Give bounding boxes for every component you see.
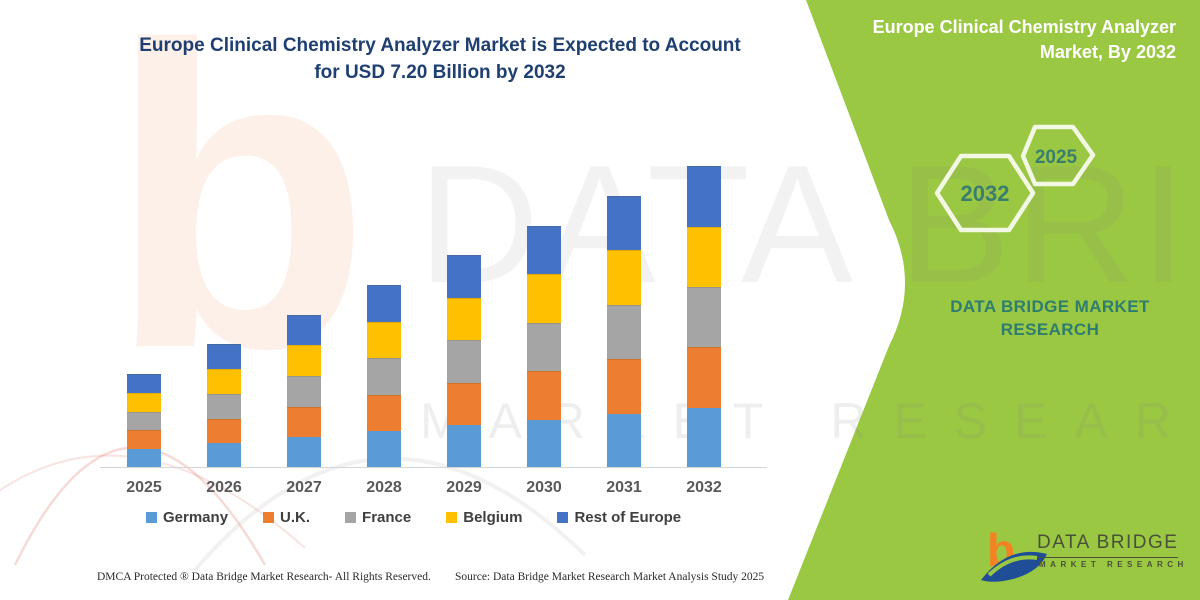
bar-segment-rest-of-europe (527, 225, 561, 275)
x-axis-label-2027: 2027 (286, 479, 322, 496)
bar-segment-rest-of-europe (287, 314, 321, 346)
bar-segment-germany (127, 449, 161, 467)
legend-swatch (263, 512, 275, 523)
bar-segment-germany (687, 407, 721, 467)
panel-brand-line1: DATA BRIDGE MARKET (950, 297, 1150, 316)
bar-segment-france (207, 393, 241, 419)
logo-sub-text: MARKET RESEARCH (1039, 560, 1188, 569)
bar-2030 (527, 225, 561, 467)
chart-legend: Germany U.K. France Belgium Rest of Europe (146, 509, 681, 526)
bar-segment-u-k- (607, 359, 641, 414)
hexagon-2025 (1020, 124, 1096, 187)
x-axis-label-2028: 2028 (366, 479, 402, 496)
legend-swatch (446, 512, 458, 523)
x-axis-label-2026: 2026 (206, 479, 242, 496)
bar-segment-belgium (287, 345, 321, 377)
bar-segment-germany (367, 431, 401, 467)
bar-segment-belgium (687, 226, 721, 288)
bar-segment-belgium (527, 274, 561, 323)
bar-segment-rest-of-europe (127, 374, 161, 393)
x-axis-label-2031: 2031 (606, 479, 642, 496)
legend-label: Germany (163, 509, 229, 526)
bar-segment-u-k- (127, 430, 161, 450)
bar-segment-france (447, 340, 481, 383)
footer-source-text: Source: Data Bridge Market Research Mark… (455, 571, 765, 583)
bar-segment-u-k- (687, 347, 721, 408)
bar-2027 (287, 314, 321, 467)
bar-segment-belgium (607, 250, 641, 305)
legend-label: Belgium (463, 509, 523, 526)
legend-item-france: France (345, 509, 411, 526)
logo-b-mark: b (981, 524, 1047, 582)
bar-segment-france (367, 358, 401, 395)
hexagon-2032-label: 2032 (961, 181, 1010, 206)
hexagon-2025-label: 2025 (1035, 147, 1078, 168)
bar-2029 (447, 255, 481, 467)
chart-title-line2: for USD 7.20 Billion by 2032 (314, 62, 566, 83)
logo-name-text: DATA BRIDGE (1037, 532, 1179, 558)
footer-dmca-text: DMCA Protected ® Data Bridge Market Rese… (97, 571, 431, 583)
legend-item-belgium: Belgium (446, 509, 522, 526)
bar-segment-rest-of-europe (367, 285, 401, 322)
bar-segment-france (607, 304, 641, 360)
panel-title-line2: Market, By 2032 (1039, 42, 1176, 62)
bar-segment-u-k- (367, 394, 401, 432)
panel-brand-line2: RESEARCH (1000, 320, 1100, 339)
legend-item-germany: Germany (146, 509, 228, 526)
bar-segment-germany (287, 437, 321, 467)
bar-segment-u-k- (287, 406, 321, 438)
bar-segment-belgium (447, 297, 481, 341)
bar-segment-u-k- (527, 371, 561, 420)
legend-item-u-k-: U.K. (263, 509, 310, 526)
legend-label: France (362, 509, 412, 526)
bar-2026 (207, 344, 241, 467)
bar-2031 (607, 196, 641, 467)
bar-segment-france (127, 411, 161, 431)
x-axis-label-2025: 2025 (126, 479, 162, 496)
bar-2032 (687, 166, 721, 467)
bar-segment-france (287, 376, 321, 407)
x-axis-label-2029: 2029 (446, 479, 482, 496)
bar-segment-belgium (207, 369, 241, 394)
panel-title-line1: Europe Clinical Chemistry Analyzer (872, 17, 1176, 37)
hexagon-2032 (934, 153, 1036, 233)
bar-2025 (127, 374, 161, 467)
bar-segment-france (687, 287, 721, 348)
bar-segment-u-k- (207, 418, 241, 444)
bar-segment-france (527, 322, 561, 372)
legend-swatch (557, 512, 569, 523)
x-axis-line (100, 467, 767, 468)
bar-segment-germany (527, 419, 561, 467)
x-axis-label-2032: 2032 (686, 479, 722, 496)
panel-title: Europe Clinical Chemistry Analyzer Marke… (776, 15, 1176, 65)
legend-swatch (146, 512, 157, 523)
legend-label: Rest of Europe (574, 509, 682, 526)
data-bridge-logo: b DATA BRIDGE MARKET RESEARCH (975, 518, 1185, 590)
bar-segment-germany (607, 413, 641, 467)
bar-2028 (367, 285, 401, 467)
legend-label: U.K. (280, 509, 311, 526)
chart-title: Europe Clinical Chemistry Analyzer Marke… (100, 32, 780, 86)
bar-segment-rest-of-europe (207, 344, 241, 370)
bar-segment-germany (207, 443, 241, 467)
bar-segment-germany (447, 425, 481, 467)
legend-swatch (345, 512, 357, 523)
bar-segment-belgium (367, 321, 401, 359)
legend-item-rest-of-europe: Rest of Europe (557, 509, 681, 526)
logo-swoosh-cutout (987, 555, 1038, 577)
chart-title-line1: Europe Clinical Chemistry Analyzer Marke… (139, 35, 741, 56)
x-axis-label-2030: 2030 (526, 479, 562, 496)
panel-brand-text: DATA BRIDGE MARKET RESEARCH (920, 295, 1180, 341)
bar-segment-rest-of-europe (687, 166, 721, 227)
bar-segment-u-k- (447, 382, 481, 426)
bar-segment-rest-of-europe (447, 255, 481, 298)
bar-segment-belgium (127, 392, 161, 412)
bar-segment-rest-of-europe (607, 196, 641, 251)
